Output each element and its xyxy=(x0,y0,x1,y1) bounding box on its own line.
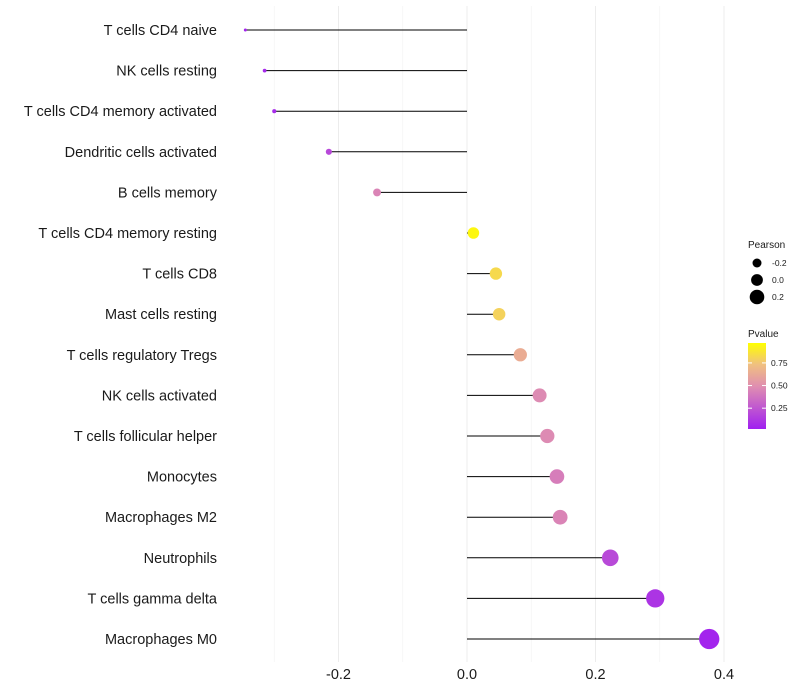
data-point xyxy=(492,307,506,321)
data-point xyxy=(373,188,382,197)
category-label: Monocytes xyxy=(147,470,217,486)
data-point xyxy=(646,589,665,608)
category-label: Macrophages M0 xyxy=(105,632,217,648)
category-label: NK cells resting xyxy=(116,64,217,80)
legend-size-dot xyxy=(749,289,765,305)
data-point xyxy=(549,469,565,484)
category-labels: T cells CD4 naive NK cells resting T cells… xyxy=(24,23,218,648)
legend-size-dot xyxy=(751,274,763,286)
category-label: T cells CD4 naive xyxy=(104,23,217,39)
legend: Pearson -0.2 0.0 0.2 Pvalue 0.75 0.50 0.25 xyxy=(748,240,788,429)
size-legend-items: -0.2 0.0 0.2 xyxy=(749,258,787,305)
data-point xyxy=(467,227,480,239)
color-legend-ticks: 0.75 0.50 0.25 xyxy=(748,358,788,413)
legend-size-dot xyxy=(752,258,762,268)
data-point xyxy=(325,148,332,155)
category-label: Mast cells resting xyxy=(105,307,217,323)
grid-lines xyxy=(273,6,725,662)
x-tick-label: 0.2 xyxy=(585,667,605,683)
legend-color-title: Pvalue xyxy=(748,329,779,340)
data-point xyxy=(243,28,247,32)
category-label: T cells gamma delta xyxy=(88,591,218,607)
legend-color-tick-label: 0.50 xyxy=(771,381,788,391)
category-label: Macrophages M2 xyxy=(105,510,217,526)
legend-color-bar xyxy=(748,343,766,429)
x-tick-label: 0.4 xyxy=(714,667,734,683)
legend-color-tick-label: 0.25 xyxy=(771,403,788,413)
legend-size-label: -0.2 xyxy=(772,258,787,268)
category-label: B cells memory xyxy=(118,185,218,201)
data-point xyxy=(489,267,503,280)
stems xyxy=(245,29,710,640)
data-point xyxy=(513,348,527,362)
points xyxy=(243,28,720,650)
category-label: Dendritic cells activated xyxy=(65,145,217,161)
data-point xyxy=(699,628,720,650)
category-label: T cells CD4 memory activated xyxy=(24,104,217,120)
category-label: Neutrophils xyxy=(144,551,217,567)
data-point xyxy=(601,549,619,567)
legend-size-label: 0.0 xyxy=(772,275,784,285)
data-point xyxy=(532,388,547,403)
x-axis-ticks: -0.2 0.0 0.2 0.4 xyxy=(326,667,734,683)
legend-color-tick-label: 0.75 xyxy=(771,358,788,368)
category-label: T cells CD4 memory resting xyxy=(38,226,217,242)
legend-size-title: Pearson xyxy=(748,240,785,251)
data-point xyxy=(262,68,267,73)
data-point xyxy=(540,428,555,444)
category-label: T cells regulatory Tregs xyxy=(67,348,217,364)
category-label: NK cells activated xyxy=(102,388,217,404)
data-point xyxy=(552,509,568,525)
legend-size-label: 0.2 xyxy=(772,292,784,302)
x-tick-label: -0.2 xyxy=(326,667,351,683)
category-label: T cells follicular helper xyxy=(74,429,217,445)
x-tick-label: 0.0 xyxy=(457,667,477,683)
category-label: T cells CD8 xyxy=(142,267,217,283)
data-point xyxy=(272,109,277,114)
